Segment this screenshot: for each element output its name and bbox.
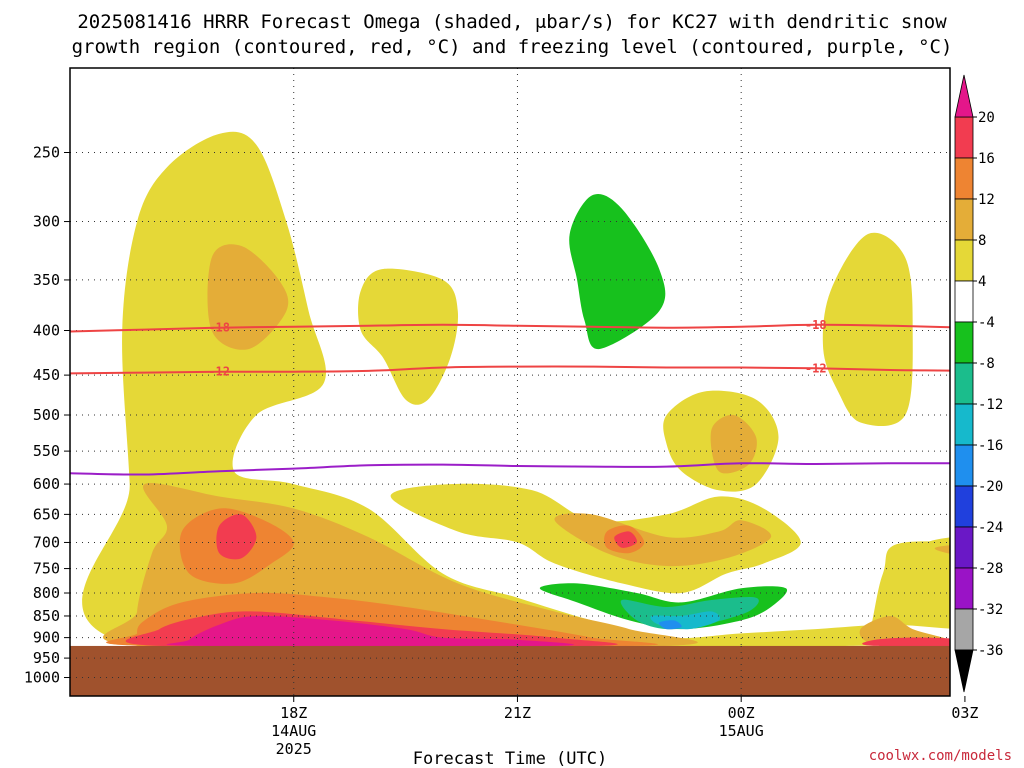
colorbar-label: -20 bbox=[978, 479, 1003, 495]
omega-region-22 bbox=[614, 531, 637, 548]
y-tick-label: 750 bbox=[33, 560, 60, 578]
colorbar-label: -8 bbox=[978, 356, 995, 372]
x-axis: 18Z14AUG202521Z00Z15AUG03Z06Z09Z bbox=[271, 696, 978, 758]
colorbar-swatch bbox=[954, 157, 974, 200]
colorbar-swatch bbox=[954, 116, 974, 159]
x-tick-label: 03Z bbox=[951, 704, 978, 722]
omega-region-1 bbox=[358, 268, 459, 405]
colorbar-swatch bbox=[954, 280, 974, 323]
colorbar-top-arrow bbox=[954, 74, 974, 118]
contour-label: -12 bbox=[208, 365, 230, 379]
contour-lines: -18-18-12-12-120 bbox=[70, 318, 950, 476]
y-tick-label: 300 bbox=[33, 213, 60, 231]
colorbar-label: 20 bbox=[978, 110, 995, 126]
colorbar-swatch bbox=[954, 608, 974, 651]
x-tick-label: 21Z bbox=[504, 704, 531, 722]
contour-label: -12 bbox=[805, 361, 827, 375]
omega-region-4 bbox=[822, 232, 913, 427]
omega-region-20 bbox=[216, 514, 257, 560]
omega-region-14 bbox=[934, 545, 950, 554]
omega-region-12 bbox=[710, 414, 757, 474]
colorbar-bottom-arrow bbox=[954, 649, 974, 693]
x-tick-date: 14AUG bbox=[271, 722, 316, 740]
colorbar-label: -24 bbox=[978, 520, 1003, 536]
colorbar: 20 16 12 8 4 -4 -8 -12 -16 -20 -24 -28 -32 -36 bbox=[954, 74, 1003, 693]
colorbar-label: -16 bbox=[978, 438, 1003, 454]
omega-region-9 bbox=[207, 244, 289, 350]
omega-region-25 bbox=[569, 193, 666, 350]
plot-frame bbox=[69, 67, 951, 697]
contour-0 bbox=[70, 462, 950, 476]
omega-region-11 bbox=[554, 513, 772, 567]
y-tick-label: 1000 bbox=[24, 669, 60, 687]
colorbar-swatch bbox=[954, 321, 974, 364]
colorbar-label: 4 bbox=[978, 274, 986, 290]
colorbar-label: -36 bbox=[978, 643, 1003, 659]
credit-text[interactable]: coolwx.com/models bbox=[869, 748, 1012, 764]
contour--18 bbox=[70, 323, 950, 333]
x-tick-label: 18Z bbox=[280, 704, 307, 722]
colorbar-swatch bbox=[954, 403, 974, 446]
colorbar-swatch bbox=[954, 526, 974, 569]
omega-region-30 bbox=[658, 620, 682, 630]
colorbar-label: -4 bbox=[978, 315, 995, 331]
y-tick-label: 450 bbox=[33, 366, 60, 384]
omega-region-24 bbox=[166, 615, 575, 647]
colorbar-swatch bbox=[954, 198, 974, 241]
y-axis: 250 300 350 400 450 500 550 600 650 700 750 800 850 9… bbox=[24, 144, 70, 687]
colorbar-label: 12 bbox=[978, 192, 995, 208]
omega-shading bbox=[82, 131, 950, 659]
chart-title-line2: growth region (contoured, red, °C) and f… bbox=[72, 36, 953, 58]
y-tick-label: 950 bbox=[33, 649, 60, 667]
x-tick-year: 2025 bbox=[276, 740, 312, 758]
terrain bbox=[70, 645, 950, 696]
terrain-block bbox=[70, 645, 950, 696]
x-tick-date: 15AUG bbox=[719, 722, 764, 740]
colorbar-swatch bbox=[954, 362, 974, 405]
contour-label: -18 bbox=[805, 318, 827, 332]
colorbar-swatch bbox=[954, 239, 974, 282]
y-tick-label: 350 bbox=[33, 271, 60, 289]
colorbar-label: 16 bbox=[978, 151, 995, 167]
colorbar-swatch bbox=[954, 567, 974, 610]
colorbar-swatch bbox=[954, 444, 974, 487]
y-tick-label: 800 bbox=[33, 584, 60, 602]
y-tick-label: 900 bbox=[33, 629, 60, 647]
contour--12 bbox=[70, 365, 950, 375]
y-tick-label: 500 bbox=[33, 406, 60, 424]
x-axis-label: Forecast Time (UTC) bbox=[413, 749, 607, 768]
y-tick-label: 600 bbox=[33, 475, 60, 493]
x-tick-label: 00Z bbox=[728, 704, 755, 722]
y-tick-label: 400 bbox=[33, 322, 60, 340]
colorbar-label: -12 bbox=[978, 397, 1003, 413]
colorbar-label: -28 bbox=[978, 561, 1003, 577]
y-tick-label: 700 bbox=[33, 533, 60, 551]
chart-title-line1: 2025081416 HRRR Forecast Omega (shaded, … bbox=[77, 11, 947, 33]
contour-label: -18 bbox=[208, 321, 230, 335]
colorbar-swatch bbox=[954, 485, 974, 528]
y-tick-label: 650 bbox=[33, 505, 60, 523]
colorbar-label: -32 bbox=[978, 602, 1003, 618]
omega-region-23 bbox=[862, 637, 950, 647]
colorbar-label: 8 bbox=[978, 233, 986, 249]
y-tick-label: 250 bbox=[33, 144, 60, 162]
y-tick-label: 850 bbox=[33, 607, 60, 625]
y-tick-label: 550 bbox=[33, 442, 60, 460]
